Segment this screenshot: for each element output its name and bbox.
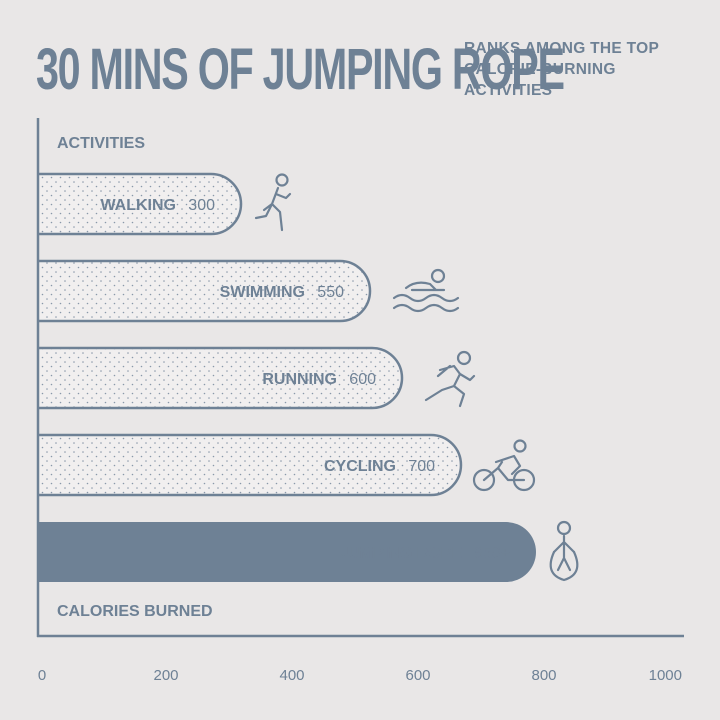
x-tick-label: 600 — [405, 667, 430, 684]
x-tick-label: 400 — [279, 667, 304, 684]
running-icon — [424, 350, 476, 408]
x-tick-label: 200 — [153, 667, 178, 684]
page-subtitle: RANKS AMONG THE TOP CALORIE-BURNING ACTI… — [464, 40, 659, 99]
category-label-walking: WALKING — [100, 197, 176, 214]
bar-cycling — [38, 433, 463, 497]
bar-running — [38, 346, 404, 410]
value-label-swimming: 550 — [317, 284, 344, 301]
value-label-walking: 300 — [188, 197, 215, 214]
swimming-icon — [392, 268, 460, 313]
category-label-swimming: SWIMMING — [220, 284, 305, 301]
category-label-cycling: CYCLING — [324, 458, 396, 475]
cycling-icon — [472, 439, 536, 492]
bar-swimming — [38, 259, 372, 323]
category-label-jumping-rope: JUMPING ROPE — [339, 545, 462, 562]
icons-layer — [254, 173, 579, 582]
walking-icon — [254, 173, 292, 232]
bar-walking — [38, 172, 243, 236]
x-tick-label: 0 — [38, 667, 46, 684]
page-title: 30 MINS OF JUMPING ROPE — [36, 37, 565, 103]
x-axis-title: CALORIES BURNED — [57, 603, 213, 620]
category-label-running: RUNNING — [262, 371, 337, 388]
x-tick-label: 800 — [531, 667, 556, 684]
y-axis-title: ACTIVITIES — [57, 135, 145, 152]
jumping-rope-icon — [549, 520, 579, 582]
x-tick-label: 1000 — [649, 667, 682, 684]
value-label-jumping-rope: 850+ — [474, 545, 510, 562]
bars-layer: 300 WALKING 550 SWIMMING 600 RUNNING 700 CYCLIN… — [38, 172, 536, 582]
value-label-running: 600 — [349, 371, 376, 388]
value-label-cycling: 700 — [408, 458, 435, 475]
x-tick-labels: 0 200 400 600 800 1000 — [38, 667, 682, 684]
bar-jumping-rope — [38, 522, 536, 582]
